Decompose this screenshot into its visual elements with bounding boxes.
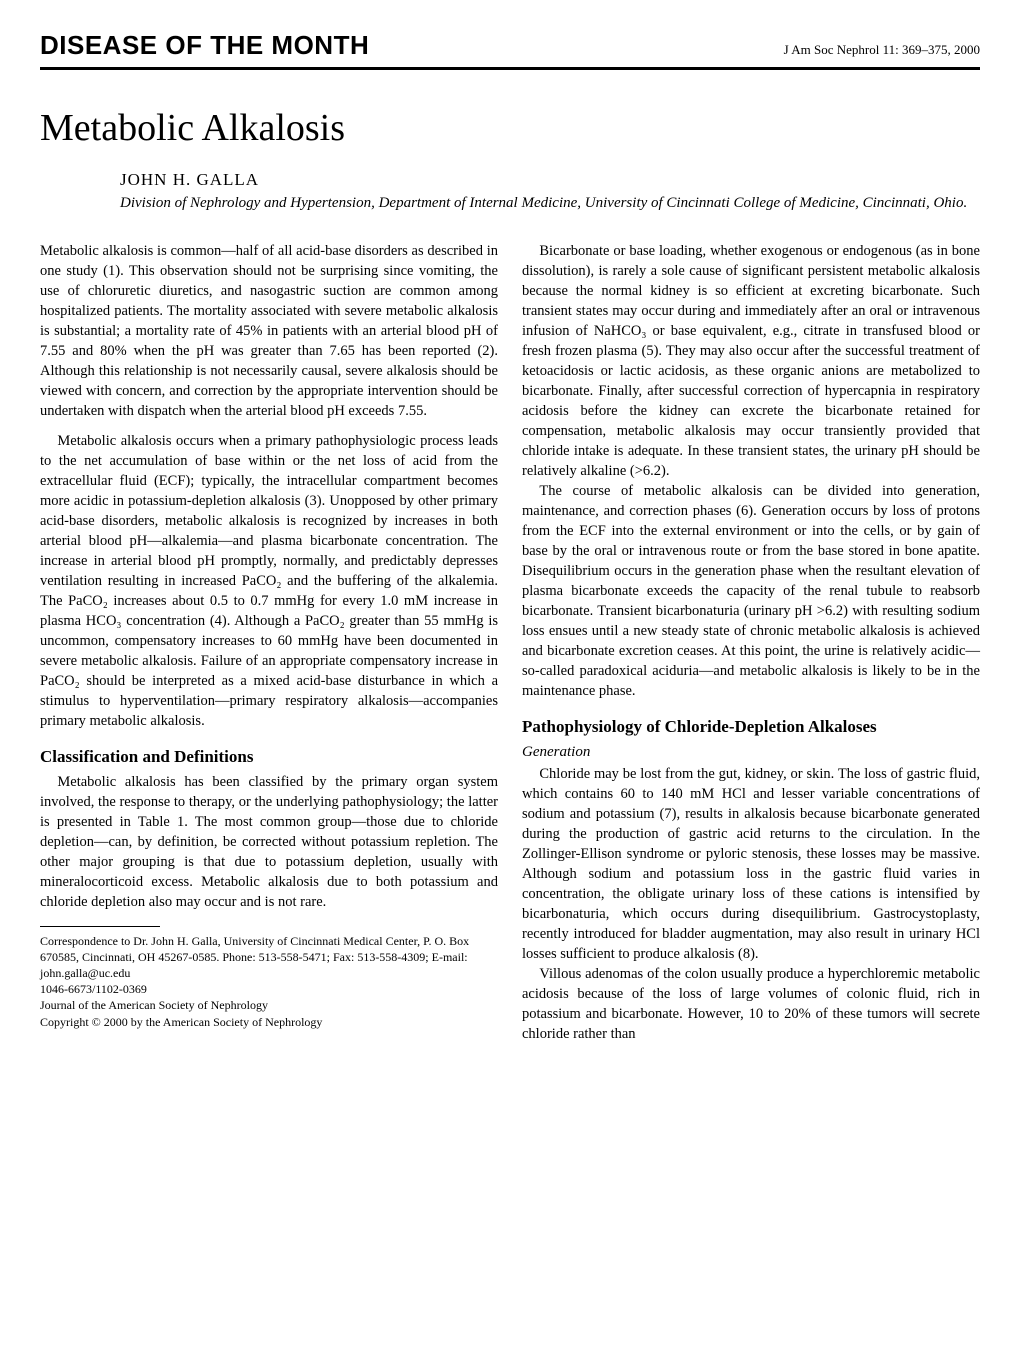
journal-footnote: Journal of the American Society of Nephr… (40, 997, 498, 1013)
footnote-separator (40, 926, 160, 927)
paragraph: Metabolic alkalosis has been classified … (40, 772, 498, 912)
author-block: JOHN H. GALLA Division of Nephrology and… (40, 170, 980, 213)
paragraph: Villous adenomas of the colon usually pr… (522, 964, 980, 1044)
paragraph: Bicarbonate or base loading, whether exo… (522, 241, 980, 481)
article-body: Metabolic alkalosis is common—half of al… (40, 241, 980, 1044)
journal-reference: J Am Soc Nephrol 11: 369–375, 2000 (784, 42, 980, 58)
section-heading: Pathophysiology of Chloride-Depletion Al… (522, 715, 980, 738)
subsection-heading: Generation (522, 742, 980, 763)
paragraph: The course of metabolic alkalosis can be… (522, 481, 980, 701)
paragraph: Metabolic alkalosis occurs when a primar… (40, 431, 498, 731)
author-affiliation: Division of Nephrology and Hypertension,… (120, 193, 980, 213)
correspondence-footnote: Correspondence to Dr. John H. Galla, Uni… (40, 933, 498, 982)
paragraph: Metabolic alkalosis is common—half of al… (40, 241, 498, 421)
issn-footnote: 1046-6673/1102-0369 (40, 981, 498, 997)
article-title: Metabolic Alkalosis (40, 106, 980, 150)
footnote-block: Correspondence to Dr. John H. Galla, Uni… (40, 926, 498, 1030)
section-label: DISEASE OF THE MONTH (40, 30, 369, 61)
header-bar: DISEASE OF THE MONTH J Am Soc Nephrol 11… (40, 30, 980, 70)
copyright-footnote: Copyright © 2000 by the American Society… (40, 1014, 498, 1030)
section-heading: Classification and Definitions (40, 745, 498, 768)
paragraph: Chloride may be lost from the gut, kidne… (522, 764, 980, 964)
author-name: JOHN H. GALLA (120, 170, 980, 190)
